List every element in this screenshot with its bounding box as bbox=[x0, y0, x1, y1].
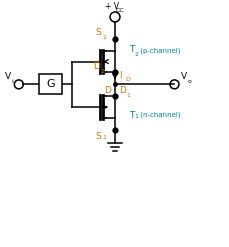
Text: 1: 1 bbox=[125, 93, 129, 98]
Text: D: D bbox=[104, 86, 111, 95]
Text: (p-channel): (p-channel) bbox=[137, 47, 180, 54]
Text: V: V bbox=[180, 72, 186, 82]
Text: S: S bbox=[95, 132, 101, 141]
Text: G: G bbox=[46, 79, 55, 89]
Text: S: S bbox=[95, 28, 101, 37]
Text: 2: 2 bbox=[100, 69, 104, 74]
Text: V: V bbox=[5, 72, 11, 82]
FancyBboxPatch shape bbox=[38, 74, 62, 94]
Text: i: i bbox=[12, 79, 14, 84]
Text: 1: 1 bbox=[102, 135, 106, 140]
Text: 2: 2 bbox=[102, 35, 106, 40]
Text: + V: + V bbox=[105, 2, 119, 11]
Text: CC: CC bbox=[115, 8, 124, 13]
Text: D: D bbox=[93, 62, 100, 71]
Text: T: T bbox=[128, 45, 134, 54]
Text: o: o bbox=[187, 79, 191, 84]
Text: D: D bbox=[124, 77, 129, 82]
Text: I: I bbox=[118, 71, 121, 80]
Text: D: D bbox=[118, 86, 125, 95]
Text: 1: 1 bbox=[134, 114, 138, 119]
Text: (n-channel): (n-channel) bbox=[137, 111, 180, 118]
Text: T: T bbox=[128, 111, 134, 120]
Text: 2: 2 bbox=[134, 52, 138, 57]
